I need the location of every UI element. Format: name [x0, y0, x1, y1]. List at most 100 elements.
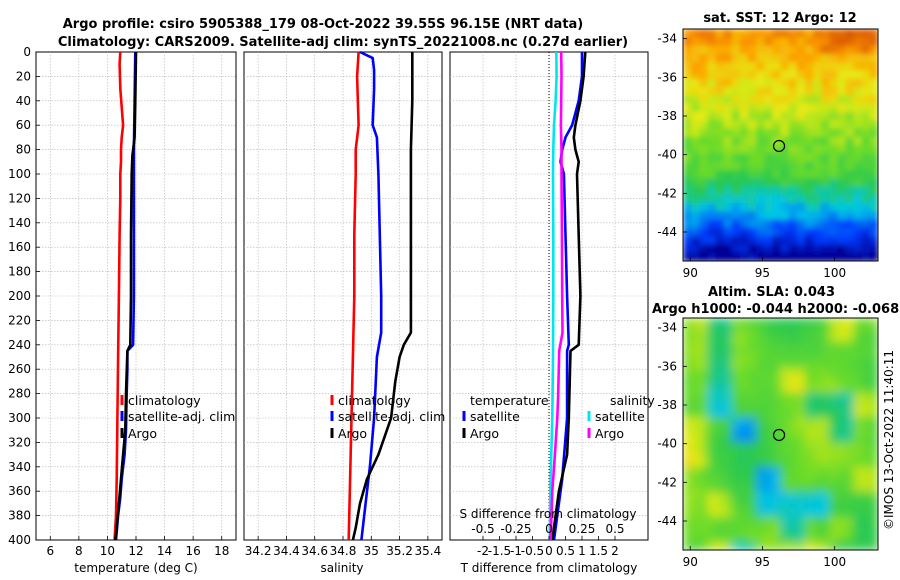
map-cell	[731, 169, 741, 179]
map-cell	[772, 128, 782, 138]
map-cell	[788, 400, 798, 410]
map-cell	[796, 376, 806, 385]
map-cell	[796, 425, 806, 435]
map-cell	[683, 203, 692, 212]
map-cell	[796, 516, 806, 526]
map-cell	[739, 525, 749, 535]
map-cell	[683, 37, 692, 47]
map-cell	[804, 442, 814, 452]
map-cell	[723, 475, 733, 485]
map-cell	[683, 525, 692, 535]
map-cell	[772, 153, 782, 163]
map-cell	[764, 351, 773, 361]
map-cell	[683, 318, 692, 327]
map-cell	[691, 508, 700, 518]
map-cell	[699, 376, 708, 385]
map-cell	[756, 186, 765, 196]
map-cell	[739, 434, 749, 443]
map-cell	[731, 211, 741, 221]
map-cell	[756, 194, 765, 204]
map-cell	[739, 136, 749, 146]
map-cell	[683, 541, 692, 550]
map-cell	[869, 136, 878, 146]
map-cell	[837, 178, 847, 188]
salinity-xlabel: salinity	[320, 561, 363, 575]
map-cell	[853, 541, 863, 550]
map-cell	[869, 37, 878, 47]
map-cell	[804, 541, 814, 550]
map-cell	[829, 219, 838, 229]
map-cell	[699, 409, 708, 419]
map-cell	[869, 425, 878, 435]
map-cell	[829, 169, 838, 179]
map-cell	[788, 326, 798, 336]
map-cell	[715, 425, 725, 435]
map-cell	[821, 417, 830, 427]
map-cell	[748, 53, 757, 63]
map-cell	[731, 359, 741, 369]
map-cell	[699, 334, 708, 344]
map-cell	[691, 211, 700, 221]
map-cell	[764, 359, 773, 369]
map-cell	[764, 120, 773, 130]
map-cell	[731, 70, 741, 80]
map-cell	[731, 203, 741, 212]
map-cell	[821, 29, 830, 38]
map-cell	[821, 211, 830, 221]
map-cell	[739, 467, 749, 477]
map-cell	[804, 145, 814, 154]
temperature-ticks: 6 8 10 12 14 16 18	[46, 536, 229, 558]
map-cell	[821, 483, 830, 493]
map-cell	[731, 252, 741, 261]
map-cell	[691, 53, 700, 63]
map-cell	[861, 367, 871, 377]
map-cell	[813, 450, 822, 460]
map-cell	[821, 227, 830, 237]
map-cell	[707, 458, 717, 468]
map-cell	[756, 87, 765, 96]
map-cell	[731, 384, 741, 394]
map-cell	[756, 178, 765, 188]
map-cell	[707, 62, 717, 72]
map-cell	[796, 227, 806, 237]
map-cell	[869, 62, 878, 72]
map-cell	[813, 78, 822, 88]
map-cell	[748, 136, 757, 146]
map-cell	[861, 533, 871, 543]
map-cell	[723, 516, 733, 526]
map-cell	[691, 409, 700, 419]
map-cell	[796, 318, 806, 327]
map-cell	[780, 194, 790, 204]
map-cell	[707, 153, 717, 163]
map-cell	[821, 525, 830, 535]
map-cell	[853, 45, 863, 55]
lat-tick-label: -36	[657, 359, 677, 373]
x-tick-label: 1	[578, 544, 586, 558]
profile-line-satellite-adj-clim	[359, 50, 383, 541]
map-cell	[723, 169, 733, 179]
map-cell	[731, 45, 741, 55]
map-cell	[756, 442, 765, 452]
map-cell	[821, 186, 830, 196]
map-cell	[861, 450, 871, 460]
map-cell	[691, 244, 700, 254]
map-cell	[691, 326, 700, 336]
map-cell	[796, 153, 806, 163]
map-cell	[723, 128, 733, 138]
map-cell	[731, 392, 741, 402]
map-cell	[821, 153, 830, 163]
map-cell	[756, 425, 765, 435]
map-cell	[853, 367, 863, 377]
map-cell	[788, 178, 798, 188]
map-cell	[723, 458, 733, 468]
map-cell	[853, 409, 863, 419]
map-cell	[821, 87, 830, 96]
map-cell	[837, 442, 847, 452]
map-cell	[764, 161, 773, 171]
map-cell	[764, 500, 773, 510]
map-cell	[821, 111, 830, 121]
map-cell	[699, 492, 708, 501]
map-cell	[821, 450, 830, 460]
legend-label-sal-satellite: satellite	[595, 409, 645, 424]
map-cell	[780, 203, 790, 212]
